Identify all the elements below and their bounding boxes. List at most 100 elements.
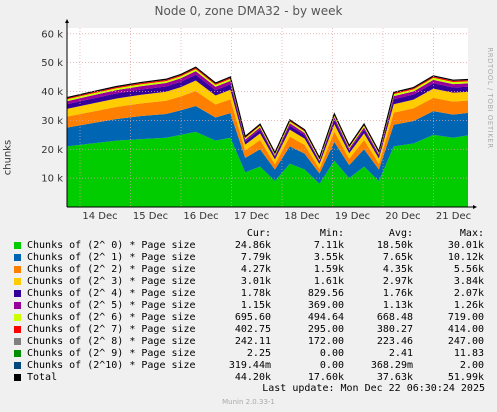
legend-cur-value: 4.27k (240, 264, 271, 275)
legend-swatch (14, 278, 21, 285)
x-axis-arrow (473, 205, 477, 209)
legend-row: Chunks of (2^10) * Page size 319.44m 0.00 3… (0, 360, 497, 372)
y-tick-label: 50 k (41, 58, 63, 69)
legend-cur-value: 695.60 (234, 312, 271, 323)
legend-cur-value: 1.78k (240, 288, 271, 299)
legend-cur-value: 2.25 (246, 348, 271, 359)
legend-max-value: 247.00 (447, 336, 484, 347)
legend-swatch (14, 302, 21, 309)
legend-avg-value: 368.29m (370, 360, 413, 371)
legend-swatch (14, 266, 21, 273)
legend-cur-value: 3.01k (240, 276, 271, 287)
legend-min-value: 172.00 (307, 336, 344, 347)
y-tick-label: 30 k (41, 116, 63, 127)
x-tick-label: 17 Dec (234, 211, 269, 222)
legend-series-name: Chunks of (2^ 3) * Page size (27, 276, 196, 287)
legend-min-value: 7.11k (313, 240, 344, 251)
legend-header-max: Max: (459, 228, 484, 239)
legend-swatch (14, 350, 21, 357)
legend-cur-value: 1.15k (240, 300, 271, 311)
x-tick-label: 20 Dec (385, 211, 420, 222)
legend-max-value: 51.99k (447, 372, 484, 383)
x-tick-label: 21 Dec (436, 211, 471, 222)
legend-cur-value: 319.44m (228, 360, 271, 371)
legend-header-min: Min: (319, 228, 344, 239)
legend-min-value: 17.60k (307, 372, 344, 383)
x-tick-label: 14 Dec (82, 211, 117, 222)
legend-series-name: Chunks of (2^ 0) * Page size (27, 240, 196, 251)
legend-max-value: 1.26k (453, 300, 484, 311)
legend-avg-value: 7.65k (382, 252, 413, 263)
legend-avg-value: 18.50k (376, 240, 413, 251)
y-tick-label: 60 k (41, 29, 63, 40)
legend-min-value: 3.55k (313, 252, 344, 263)
legend-header-avg: Avg: (388, 228, 413, 239)
legend-row: Chunks of (2^ 1) * Page size 7.79k 3.55k 7.… (0, 252, 497, 264)
legend-avg-value: 4.35k (382, 264, 413, 275)
legend-series-name: Chunks of (2^ 4) * Page size (27, 288, 196, 299)
chart-plot: 10 k 20 k 30 k 40 k 50 k 60 k 14 Dec 15 Dec 16 D… (41, 19, 477, 222)
legend-row: Total 44.20k 17.60k 37.63k 51.99k (0, 372, 497, 384)
legend-series-name: Chunks of (2^ 7) * Page size (27, 324, 196, 335)
y-axis-arrow (65, 19, 69, 23)
legend-series-name: Chunks of (2^ 1) * Page size (27, 252, 196, 263)
legend-avg-value: 223.46 (376, 336, 413, 347)
legend-row: Chunks of (2^ 7) * Page size 402.75 295.00… (0, 324, 497, 336)
legend-row: Chunks of (2^ 6) * Page size 695.60 494.64… (0, 312, 497, 324)
legend-swatch (14, 326, 21, 333)
legend-min-value: 0.00 (319, 360, 344, 371)
x-tick-label: 16 Dec (183, 211, 218, 222)
legend-row: Chunks of (2^ 9) * Page size 2.25 0.00 2.41… (0, 348, 497, 360)
legend-cur-value: 44.20k (234, 372, 271, 383)
legend-swatch (14, 242, 21, 249)
legend-row: Chunks of (2^ 8) * Page size 242.11 172.00… (0, 336, 497, 348)
legend-row: Chunks of (2^ 5) * Page size 1.15k 369.00 1… (0, 300, 497, 312)
legend-row: Chunks of (2^ 3) * Page size 3.01k 1.61k 2.… (0, 276, 497, 288)
legend-swatch (14, 290, 21, 297)
legend-avg-value: 380.27 (376, 324, 413, 335)
last-update: Last update: Mon Dec 22 06:30:24 2025 (262, 383, 485, 394)
legend-avg-value: 1.76k (382, 288, 413, 299)
footer-credit: Munin 2.0.33-1 (222, 398, 275, 406)
legend-avg-value: 1.13k (382, 300, 413, 311)
legend-series-name: Chunks of (2^ 6) * Page size (27, 312, 196, 323)
legend-min-value: 1.59k (313, 264, 344, 275)
legend-row: Chunks of (2^ 2) * Page size 4.27k 1.59k 4.… (0, 264, 497, 276)
legend-series-name: Chunks of (2^ 5) * Page size (27, 300, 196, 311)
chart-title: Node 0, zone DMA32 - by week (154, 4, 343, 18)
legend-swatch (14, 362, 21, 369)
x-tick-label: 18 Dec (284, 211, 319, 222)
series-band-0 (67, 131, 468, 207)
series-band-1 (67, 105, 468, 184)
legend-header-cur: Cur: (246, 228, 271, 239)
legend-cur-value: 402.75 (234, 324, 271, 335)
legend-min-value: 369.00 (307, 300, 344, 311)
legend-max-value: 2.00 (459, 360, 484, 371)
legend-avg-value: 2.41 (388, 348, 413, 359)
legend-avg-value: 2.97k (382, 276, 413, 287)
legend-cur-value: 242.11 (234, 336, 271, 347)
y-tick-label: 40 k (41, 87, 63, 98)
legend-min-value: 0.00 (319, 348, 344, 359)
legend-swatch (14, 254, 21, 261)
legend-series-name: Chunks of (2^ 9) * Page size (27, 348, 196, 359)
legend-series-name: Chunks of (2^ 2) * Page size (27, 264, 196, 275)
legend-max-value: 2.07k (453, 288, 484, 299)
series-band-4 (67, 74, 468, 165)
legend-swatch (14, 314, 21, 321)
legend-min-value: 494.64 (307, 312, 344, 323)
y-tick-label: 20 k (41, 145, 63, 156)
legend-series-name: Chunks of (2^ 8) * Page size (27, 336, 196, 347)
legend-avg-value: 668.48 (376, 312, 413, 323)
legend-series-name: Total (27, 372, 58, 383)
legend-cur-value: 7.79k (240, 252, 271, 263)
legend-swatch (14, 374, 21, 381)
legend-cur-value: 24.86k (234, 240, 271, 251)
legend-row: Chunks of (2^ 4) * Page size 1.78k 829.56 1… (0, 288, 497, 300)
legend-max-value: 5.56k (453, 264, 484, 275)
legend-series-name: Chunks of (2^10) * Page size (27, 360, 196, 371)
legend-row: Chunks of (2^ 0) * Page size 24.86k 7.11k 1… (0, 240, 497, 252)
y-tick-label: 10 k (41, 174, 63, 185)
legend-max-value: 10.12k (447, 252, 484, 263)
